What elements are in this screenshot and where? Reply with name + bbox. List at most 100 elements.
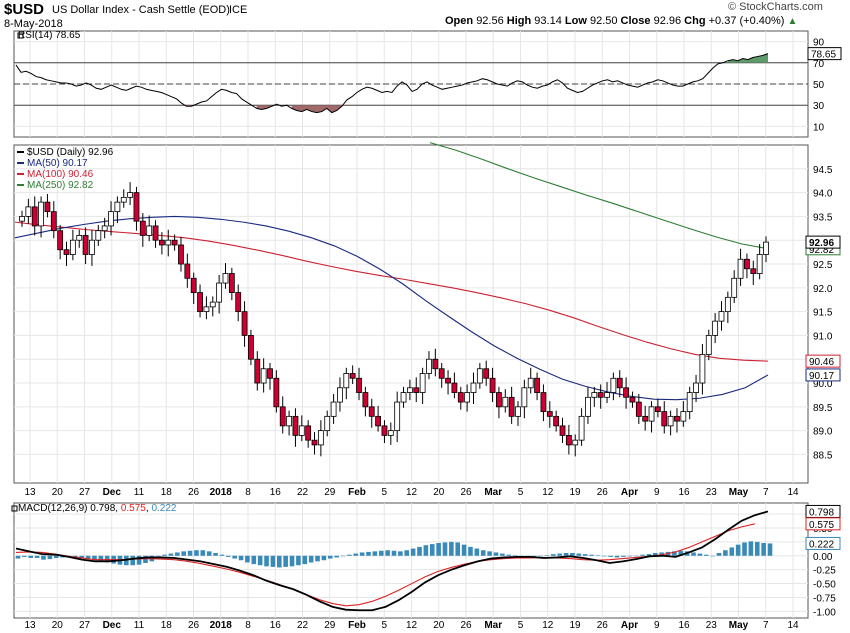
candle-down [375, 415, 382, 427]
macd-histogram-bar [442, 542, 448, 556]
macd-histogram-bar [723, 550, 728, 556]
macd-histogram-bar [436, 543, 441, 556]
x-tick-label: 12 [542, 487, 554, 498]
price-tick-label: 89.0 [813, 427, 833, 438]
macd-tick-label: -1.00 [813, 607, 836, 618]
candle-down [368, 406, 375, 417]
candle-down [635, 401, 642, 417]
candle-up [763, 241, 769, 255]
macd-histogram-bar [455, 542, 461, 556]
macd-histogram-bar [98, 555, 104, 562]
macd-histogram-bar [315, 555, 320, 562]
macd-tick-label: -0.25 [813, 566, 836, 577]
open-label: Open [445, 15, 474, 27]
x-tick-label: 11 [134, 487, 145, 498]
x-tick-label: Mar [484, 487, 502, 498]
x-tick-label: 16 [678, 487, 690, 498]
macd-legend: MACD(12,26,9) 0.798, 0.575, 0.222 [18, 503, 177, 514]
x-tick-label: 18 [161, 487, 173, 498]
candle-up [737, 258, 744, 279]
candle-down [534, 377, 540, 393]
macd-histogram-bar [582, 554, 588, 556]
rsi-legend: RSI(14) 78.65 [18, 30, 81, 41]
x-tick-label-bottom: Feb [348, 620, 366, 631]
candle-up [718, 311, 725, 322]
candle-up [209, 301, 216, 308]
candle-down [629, 396, 636, 403]
candle-up [298, 425, 305, 436]
ma100-current-box [805, 354, 841, 368]
macd-histogram-bar [672, 551, 677, 556]
macd-histogram-bar [429, 544, 435, 556]
candle-down [362, 392, 369, 408]
candle-down [235, 292, 242, 313]
x-tick-label-bottom: 12 [406, 620, 418, 631]
signal-legend-value: 0.575 [121, 503, 146, 514]
candle-down [451, 382, 458, 393]
candle-up [101, 225, 108, 232]
candle-up [693, 382, 699, 393]
macd-histogram-bar [480, 550, 486, 556]
macd-histogram-bar [232, 555, 237, 559]
macd-histogram-bar [283, 555, 288, 567]
chart-date: 8-May-2018 [4, 18, 63, 30]
candle-down [356, 377, 362, 393]
x-tick-label: 20 [433, 487, 445, 498]
candle-down [31, 206, 38, 227]
x-tick-label: 8 [245, 487, 251, 498]
x-tick-label: May [729, 487, 749, 498]
macd-histogram-bar [175, 552, 180, 556]
candle-down [661, 411, 668, 427]
price-legend: $USD (Daily) 92.96 [27, 147, 114, 158]
candle-up [604, 392, 610, 398]
macd-histogram-bar [302, 555, 308, 565]
macd-histogram-bar [200, 550, 206, 556]
macd-histogram-bar [181, 551, 186, 556]
candle-down [540, 392, 547, 412]
macd-histogram-bar [251, 555, 257, 565]
rsi-overbought-area [727, 53, 768, 63]
candle-up [585, 396, 591, 417]
macd-histogram-bar [640, 554, 645, 556]
price-tick-label: 91.0 [813, 331, 833, 342]
x-tick-label-bottom: 16 [270, 620, 282, 631]
candle-up [317, 430, 324, 446]
price-current-box [805, 235, 841, 249]
x-tick-label: 7 [763, 487, 769, 498]
rsi-line [15, 53, 769, 114]
macd-histogram-bar [34, 555, 40, 558]
macd-histogram-bar [219, 554, 225, 556]
low-value: 92.50 [589, 15, 618, 27]
price-tick-label: 93.5 [813, 212, 833, 223]
histogram-current-label: 0.222 [809, 539, 834, 550]
ma250-current-label: 92.82 [809, 245, 834, 256]
candle-up [464, 392, 471, 403]
macd-histogram-bar [748, 541, 754, 556]
macd-histogram-bar [238, 555, 244, 561]
macd-histogram-bar [500, 553, 505, 556]
macd-histogram-bar [659, 552, 664, 556]
candle-down [305, 425, 312, 441]
candle-down [171, 239, 178, 246]
rsi-tick-label: 50 [813, 80, 825, 91]
macd-histogram-bar [716, 553, 722, 556]
x-tick-label-bottom: 26 [597, 620, 609, 631]
x-tick-label: 5 [381, 487, 387, 498]
macd-histogram-bar [187, 550, 193, 556]
macd-histogram-bar [557, 553, 562, 556]
ma100-legend: MA(100) 90.46 [27, 169, 94, 180]
candle-down [228, 273, 235, 293]
x-tick-label-bottom: 20 [433, 620, 445, 631]
candle-up [572, 439, 579, 446]
candle-down [616, 377, 623, 389]
rsi-tick-label: 30 [813, 101, 825, 112]
x-tick-label: 19 [569, 487, 581, 498]
x-tick-label: 16 [270, 487, 282, 498]
macd-histogram-bar [423, 545, 429, 556]
macd-histogram-bar [449, 541, 454, 556]
candle-up [648, 406, 655, 422]
macd-histogram-bar [136, 555, 142, 565]
x-tick-label: 9 [654, 487, 660, 498]
macd-histogram-bar [703, 554, 709, 556]
